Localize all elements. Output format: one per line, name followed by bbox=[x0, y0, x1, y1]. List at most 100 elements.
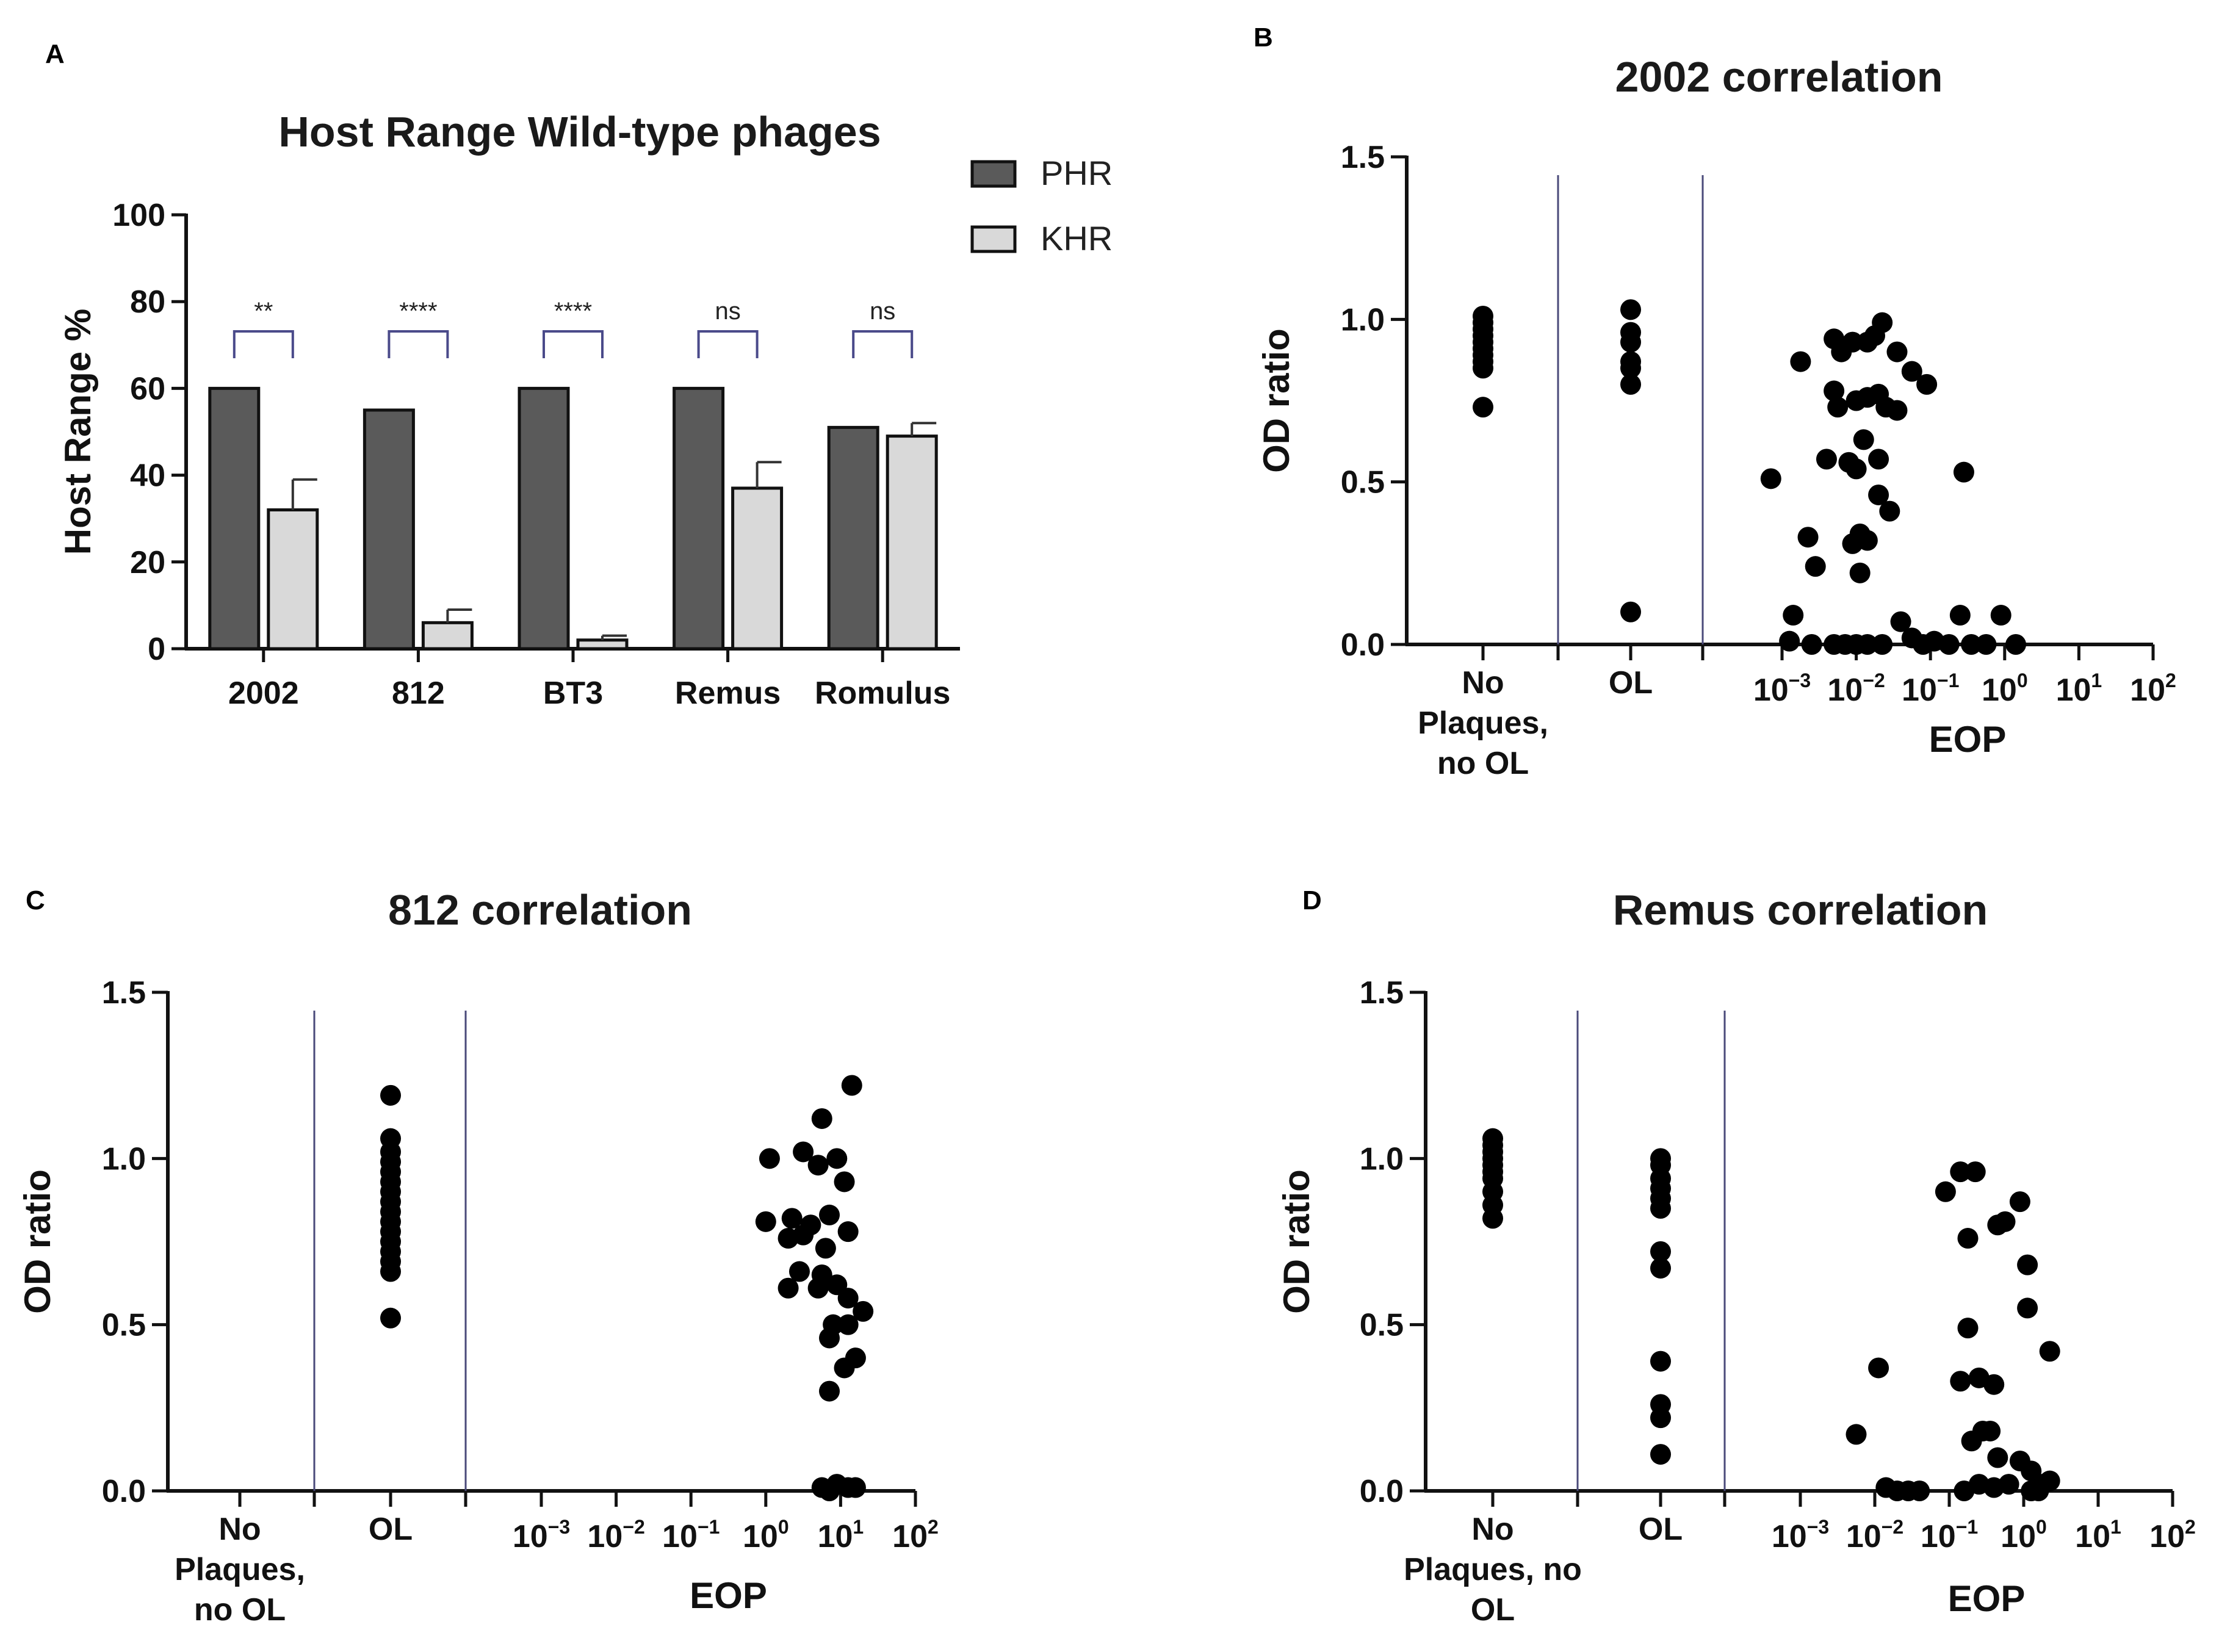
point-eop bbox=[1950, 1371, 1971, 1392]
y-tick-label: 0.5 bbox=[102, 1308, 146, 1343]
point-eop bbox=[841, 1075, 862, 1096]
point-eop bbox=[1886, 341, 1908, 363]
panel-letter-b: B bbox=[1254, 23, 1273, 52]
y-tick-label: 0 bbox=[148, 632, 165, 667]
bar-khr bbox=[421, 621, 474, 651]
point-ol bbox=[1650, 1351, 1671, 1372]
point-eop bbox=[1938, 634, 1960, 655]
point-eop bbox=[837, 1288, 859, 1309]
point-eop bbox=[1987, 1447, 2008, 1468]
point-eop bbox=[1868, 1357, 1889, 1379]
eop-tick-label: 100 bbox=[2001, 1516, 2047, 1554]
category-label: no OL bbox=[1437, 746, 1529, 781]
point-eop bbox=[1856, 634, 1878, 655]
y-axis-label: OD ratio bbox=[1276, 1169, 1317, 1314]
point-eop bbox=[1872, 634, 1893, 655]
point-eop bbox=[837, 1314, 859, 1335]
point-eop bbox=[1965, 1161, 1986, 1183]
point-eop bbox=[1868, 484, 1889, 505]
point-eop bbox=[853, 1300, 874, 1322]
significance-bracket bbox=[388, 330, 449, 358]
legend-swatch-phr bbox=[970, 160, 1017, 188]
significance-bracket bbox=[233, 330, 294, 358]
significance-bracket bbox=[852, 330, 914, 358]
point-eop bbox=[2009, 1191, 2030, 1213]
eop-tick-label: 101 bbox=[2075, 1516, 2121, 1554]
point-eop bbox=[1783, 605, 1804, 626]
eop-tick-label: 101 bbox=[2056, 669, 2102, 708]
point-eop bbox=[819, 1204, 840, 1225]
chart-title-d: Remus correlation bbox=[1613, 886, 1988, 934]
point-ol bbox=[380, 1084, 401, 1106]
point-ol bbox=[1650, 1198, 1671, 1219]
significance-bracket bbox=[543, 330, 604, 358]
chart-title-b: 2002 correlation bbox=[1615, 53, 1943, 101]
significance-label: ns bbox=[870, 298, 895, 325]
point-eop bbox=[1842, 331, 1863, 353]
point-ol bbox=[1620, 299, 1641, 320]
point-eop bbox=[1890, 611, 1911, 632]
x-axis-label: EOP bbox=[690, 1575, 767, 1616]
category-label: no OL bbox=[194, 1592, 286, 1628]
y-axis-label: OD ratio bbox=[1256, 328, 1297, 473]
eop-tick-label: 10−2 bbox=[1827, 669, 1885, 708]
category-label: OL bbox=[1639, 1512, 1683, 1547]
axes-c: 0.0 0.5 1.0 1.5 OD ratio No Plaques, no OL OL 10−… bbox=[17, 975, 939, 1628]
bar-phr bbox=[208, 386, 261, 651]
point-ol bbox=[380, 1307, 401, 1329]
axes-b: 0.0 0.5 1.0 1.5 OD ratio No Plaques, no OL OL 10−… bbox=[1256, 140, 2176, 781]
point-eop bbox=[1849, 562, 1871, 583]
point-eop bbox=[1886, 400, 1908, 421]
category-label: OL bbox=[369, 1512, 413, 1547]
point-ol bbox=[1650, 1258, 1671, 1279]
y-tick-label: 0.0 bbox=[1360, 1474, 1404, 1509]
panel-letter-c: C bbox=[26, 886, 45, 915]
point-eop bbox=[1797, 527, 1819, 548]
panel-letter-a: A bbox=[45, 39, 65, 69]
point-eop bbox=[1975, 634, 1997, 655]
point-eop bbox=[1816, 449, 1837, 470]
point-eop bbox=[1901, 361, 1922, 382]
point-eop bbox=[819, 1481, 840, 1501]
eop-tick-label: 10−2 bbox=[1846, 1516, 1903, 1554]
x-axis-label: EOP bbox=[1929, 719, 2007, 760]
point-eop bbox=[1998, 1474, 2019, 1495]
bar-phr bbox=[673, 386, 725, 651]
point-eop bbox=[811, 1108, 832, 1129]
significance-label: ** bbox=[254, 298, 273, 325]
category-label: No bbox=[218, 1512, 261, 1547]
bar-khr bbox=[731, 486, 784, 651]
point-no-plaques bbox=[1473, 397, 1493, 418]
point-eop bbox=[1846, 458, 1867, 480]
point-eop bbox=[793, 1141, 814, 1163]
point-eop bbox=[1868, 449, 1889, 470]
eop-tick-label: 102 bbox=[2149, 1516, 2196, 1554]
significance-label: **** bbox=[399, 298, 437, 325]
point-eop bbox=[1935, 1181, 1956, 1202]
point-eop bbox=[1916, 373, 1938, 395]
point-eop bbox=[2005, 634, 2027, 655]
significance-label: ns bbox=[715, 298, 740, 325]
panel-b-scatter: B 2002 correlation 0.0 0.5 1.0 1.5 OD ratio N… bbox=[1254, 23, 2176, 781]
significance-bracket bbox=[697, 330, 759, 358]
point-eop bbox=[2017, 1297, 2038, 1319]
bar-phr bbox=[518, 386, 570, 651]
y-tick-label: 0.0 bbox=[1341, 627, 1385, 663]
point-eop bbox=[1954, 1481, 1975, 1501]
point-eop bbox=[1779, 630, 1800, 652]
eop-tick-label: 100 bbox=[1982, 669, 2028, 708]
eop-tick-label: 100 bbox=[743, 1516, 789, 1554]
point-ol bbox=[1620, 331, 1641, 353]
point-eop bbox=[1949, 605, 1971, 626]
bar-phr bbox=[363, 408, 415, 651]
y-axis-label: Host Range % bbox=[57, 309, 98, 555]
point-no-plaques bbox=[1482, 1208, 1503, 1229]
chart-title-a: Host Range Wild-type phages bbox=[278, 108, 881, 156]
x-tick-label: BT3 bbox=[543, 676, 603, 711]
y-tick-label: 1.5 bbox=[1341, 140, 1385, 175]
legend-label-phr: PHR bbox=[1041, 154, 1113, 192]
point-eop bbox=[1824, 380, 1845, 402]
category-label: OL bbox=[1609, 665, 1653, 701]
point-eop bbox=[834, 1357, 855, 1379]
points-d bbox=[1482, 1128, 2060, 1501]
